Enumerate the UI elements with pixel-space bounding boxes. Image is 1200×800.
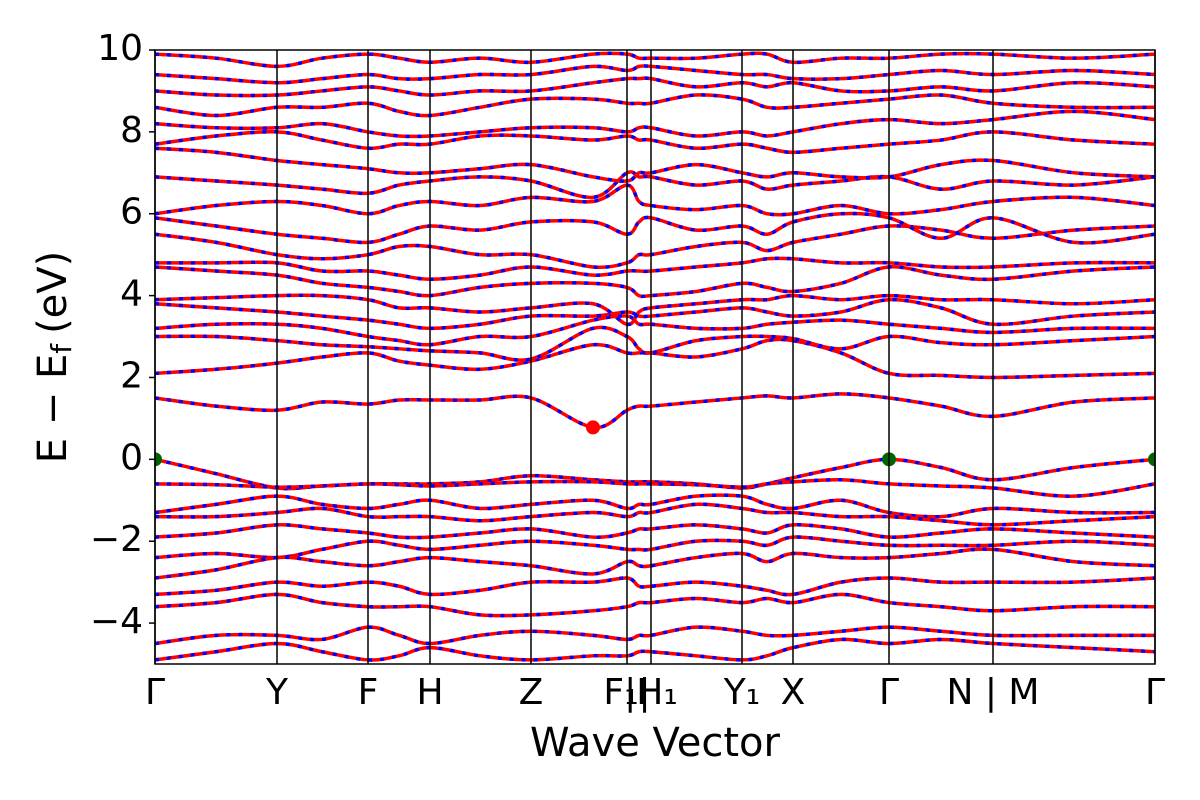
band-line (155, 522, 1155, 540)
x-tick-label: Y₁ (723, 672, 760, 713)
band-line-dashed (155, 170, 1155, 200)
band-line-dashed (155, 502, 1155, 527)
band-line-dashed (155, 337, 1155, 380)
band-line-dashed (155, 51, 1155, 69)
band-line-dashed (155, 76, 1155, 98)
y-tick-label: 10 (97, 28, 143, 69)
band-line-dashed (155, 93, 1155, 118)
band-line-dashed (155, 146, 1155, 183)
band-line-dashed (155, 265, 1155, 299)
band-line-dashed (155, 576, 1155, 597)
band-line (155, 93, 1155, 118)
y-axis-label-unit: (eV) (30, 251, 76, 334)
band-line-dashed (155, 183, 1155, 217)
y-axis-label: E − Ef (eV) (30, 251, 78, 464)
x-tick-label: Γ (1145, 672, 1165, 713)
band-line-dashed (155, 522, 1155, 540)
y-tick-label: 4 (120, 274, 143, 315)
y-tick-label: 8 (120, 110, 143, 151)
plot-area (155, 51, 1155, 662)
band-line (155, 256, 1155, 281)
band-line (155, 478, 1155, 498)
band-line-dashed (155, 211, 1155, 245)
band-line-dashed (155, 392, 1155, 430)
band-line-dashed (155, 478, 1155, 498)
band-line-dashed (155, 325, 1155, 362)
band-line (155, 314, 1155, 347)
band-line-dashed (155, 493, 1155, 519)
cbm-point (586, 420, 600, 435)
band-line-dashed (155, 64, 1155, 85)
band-line-dashed (155, 297, 1155, 331)
band-line (155, 392, 1155, 430)
band-line (155, 637, 1155, 662)
y-tick-label: 6 (120, 192, 143, 233)
x-tick-label: N | M (946, 672, 1039, 713)
band-line-dashed (155, 625, 1155, 646)
x-tick-label: Y (265, 672, 289, 713)
band-line-dashed (155, 256, 1155, 281)
band-line-dashed (155, 592, 1155, 618)
y-tick-label: 2 (120, 355, 143, 396)
y-tick-label: −4 (90, 601, 143, 642)
x-tick-label: F (358, 672, 379, 713)
x-axis-label: Wave Vector (530, 720, 781, 766)
x-tick-label: H (416, 672, 443, 713)
x-tick-label: Γ (145, 672, 165, 713)
band-line (155, 535, 1155, 560)
band-line (155, 170, 1155, 200)
band-line (155, 224, 1155, 269)
x-tick-label: |H₁ (624, 672, 678, 713)
band-line-dashed (155, 130, 1155, 155)
x-tick-label: Z (519, 672, 544, 713)
band-line-dashed (155, 637, 1155, 662)
band-line-dashed (155, 314, 1155, 347)
y-tick-label: 0 (120, 437, 143, 478)
x-tick-label: Γ (879, 672, 899, 713)
band-line-dashed (155, 547, 1155, 580)
y-axis-label-main: E − E (30, 354, 76, 464)
y-tick-label: −2 (90, 519, 143, 560)
band-line-dashed (155, 224, 1155, 269)
x-tick-label: F₁| (603, 672, 650, 713)
band-line-dashed (155, 535, 1155, 560)
y-axis-label-sub: f (45, 343, 78, 354)
band-line (155, 183, 1155, 217)
band-line (155, 592, 1155, 618)
band-line-dashed (155, 293, 1155, 327)
x-tick-label: X (781, 672, 806, 713)
band-line-dashed (155, 109, 1155, 139)
vbm-point (155, 452, 162, 467)
vbm-point (1148, 452, 1155, 467)
